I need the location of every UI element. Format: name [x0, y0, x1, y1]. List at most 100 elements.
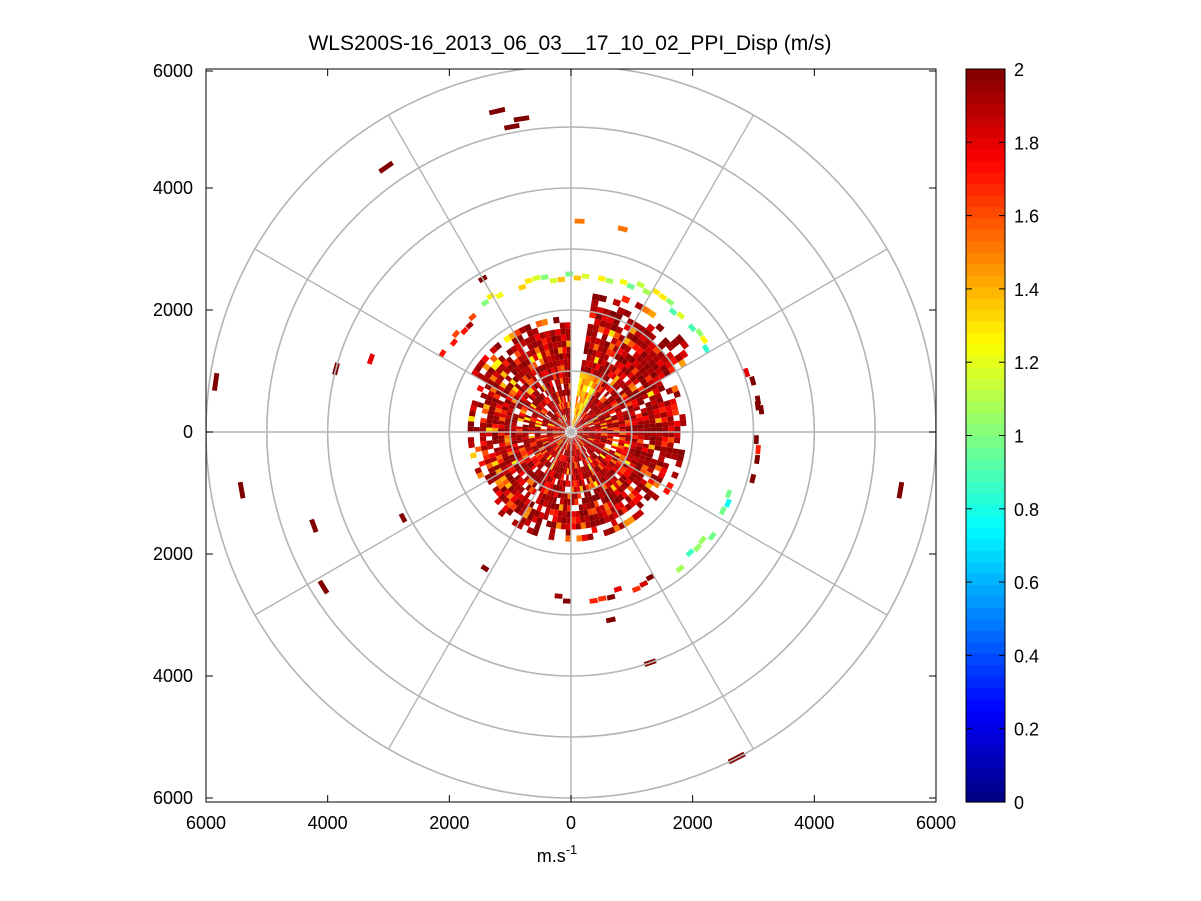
ppi-cell: [551, 416, 557, 422]
ppi-cell: [564, 443, 568, 450]
ppi-cell: [546, 388, 552, 395]
ppi-cell: [511, 385, 519, 393]
ppi-cell: [490, 362, 499, 371]
ppi-cell: [563, 414, 567, 421]
colorbar-swatch: [966, 343, 1005, 356]
ppi-cell: [489, 386, 498, 394]
ppi-cell: [553, 434, 560, 437]
ppi-cell: [636, 354, 645, 363]
ppi-cell: [525, 506, 533, 514]
ppi-cell: [514, 383, 522, 390]
ppi-cell: [556, 479, 561, 486]
ppi-cell: [631, 435, 638, 439]
ppi-cell: [526, 342, 534, 351]
ppi-cell: [556, 516, 563, 523]
ppi-cell: [553, 366, 559, 374]
ppi-cell: [659, 451, 667, 458]
ppi-cell: [555, 412, 561, 418]
ppi-cell: [560, 473, 565, 481]
ppi-cell: [538, 394, 545, 401]
ppi-cell: [550, 335, 557, 343]
ppi-cell: [578, 396, 583, 403]
colorbar-swatch: [966, 137, 1005, 150]
ppi-cell: [558, 473, 563, 480]
ppi-cell: [559, 441, 564, 447]
ppi-cell: [595, 434, 602, 437]
ppi-cell: [486, 378, 495, 387]
ppi-cell: [636, 501, 645, 510]
ppi-cell: [581, 378, 586, 385]
ppi-cell: [588, 402, 594, 409]
ppi-cell: [587, 422, 594, 426]
ppi-cell: [571, 480, 574, 487]
ppi-cell: [669, 398, 677, 406]
ppi-cell: [486, 423, 493, 428]
ppi-cell: [522, 454, 529, 460]
ppi-cell: [636, 442, 644, 448]
ppi-cell: [576, 433, 583, 436]
ppi-cell: [552, 415, 558, 421]
ppi-cell: [558, 432, 565, 434]
ppi-cell: [579, 510, 585, 517]
ppi-cell: [619, 483, 627, 491]
ppi-cell: [518, 347, 526, 356]
ppi-cell: [631, 438, 638, 443]
colorbar-swatch: [966, 538, 1005, 551]
ppi-arc-cell: [573, 275, 582, 281]
colorbar-swatch: [966, 149, 1005, 162]
ppi-cell: [530, 443, 537, 448]
ppi-cell: [615, 449, 623, 455]
ppi-arc-cell: [639, 580, 649, 588]
ppi-cell: [532, 354, 539, 362]
ppi-cell: [531, 368, 538, 376]
ppi-cell: [634, 465, 642, 472]
ppi-cell: [542, 343, 549, 351]
ppi-cell: [519, 377, 527, 385]
ppi-cell: [534, 428, 541, 431]
ppi-cell: [613, 454, 620, 460]
ppi-cell: [629, 414, 637, 420]
ppi-cell: [538, 358, 545, 366]
ppi-cell: [559, 434, 566, 437]
ppi-cell: [582, 384, 586, 392]
ppi-cell: [566, 456, 569, 463]
ppi-cell: [643, 493, 652, 502]
colorbar-tick-label: 1.6: [1014, 207, 1039, 227]
ppi-cell: [564, 449, 568, 456]
ppi-cell: [522, 375, 529, 383]
ppi-cell: [580, 439, 586, 444]
ppi-cell: [595, 377, 602, 385]
ppi-cell: [600, 424, 608, 428]
ppi-cell: [573, 474, 577, 481]
ppi-cell: [653, 408, 661, 415]
ppi-cell: [518, 508, 526, 517]
ppi-cell: [560, 467, 564, 474]
ppi-cell: [618, 417, 625, 422]
ppi-cell: [567, 407, 570, 414]
ppi-cell: [537, 403, 544, 409]
ppi-cell: [640, 450, 648, 457]
ppi-cell: [627, 408, 635, 414]
ppi-cell: [573, 486, 578, 493]
ppi-cell: [531, 528, 539, 537]
y-tick-label: 0: [183, 422, 193, 442]
ppi-cell: [603, 502, 610, 510]
ppi-cell: [583, 432, 590, 434]
ppi-cell: [578, 390, 582, 397]
ppi-cell: [546, 433, 553, 436]
ppi-cell: [616, 370, 624, 378]
ppi-cell: [516, 426, 523, 430]
ppi-cell: [580, 365, 585, 373]
ppi-cell: [591, 507, 598, 515]
ppi-cell: [649, 371, 658, 379]
ppi-cell: [606, 453, 614, 459]
ppi-cell: [517, 362, 525, 371]
ppi-cell: [634, 370, 642, 379]
ppi-cell: [633, 452, 641, 459]
ppi-cell: [573, 407, 577, 415]
ppi-cell: [571, 444, 573, 451]
ppi-cell: [516, 437, 523, 441]
ppi-cell: [473, 426, 480, 432]
ppi-cell: [469, 405, 477, 412]
ppi-cell: [631, 421, 638, 426]
